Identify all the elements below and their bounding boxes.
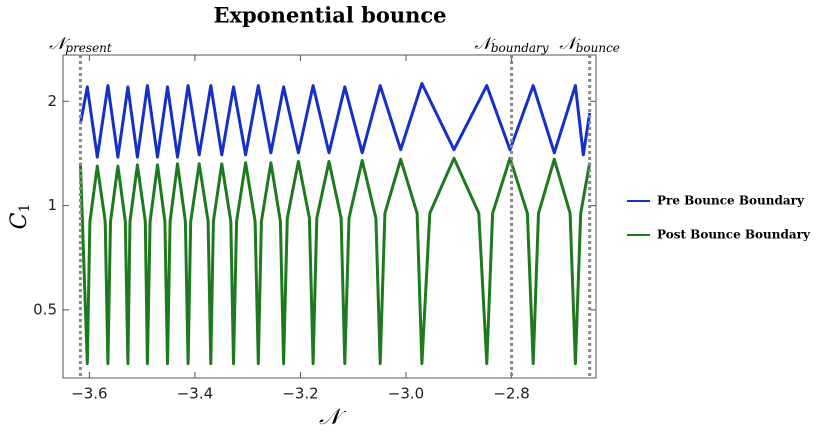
series-line xyxy=(78,82,592,159)
x-tick-label: −3.4 xyxy=(177,385,213,403)
chart-title: Exponential bounce xyxy=(213,3,446,28)
y-tick-label: 2 xyxy=(47,92,57,110)
plot-frame xyxy=(62,54,597,379)
annotation-label: 𝒩boundary xyxy=(475,34,549,55)
x-axis-label: 𝒩 xyxy=(319,405,347,430)
x-tick-label: −3.2 xyxy=(282,385,318,403)
x-tick-label: −3.0 xyxy=(388,385,424,403)
annotation-label: 𝒩bounce xyxy=(559,34,619,55)
annotation-subscript: boundary xyxy=(491,41,549,55)
annotation-subscript: bounce xyxy=(576,41,620,55)
annotation-label: 𝒩present xyxy=(49,34,112,55)
x-tick-label: −2.8 xyxy=(493,385,529,403)
legend-label: Pre Bounce Boundary xyxy=(657,194,805,208)
y-tick-label: 0.5 xyxy=(33,300,57,318)
x-tick-label: −3.6 xyxy=(71,385,107,403)
y-axis-symbol: C xyxy=(7,212,32,229)
series-line xyxy=(78,156,592,366)
y-axis-subscript: 1 xyxy=(17,204,33,213)
y-axis-label: C1 xyxy=(7,204,33,230)
annotation-subscript: present xyxy=(65,41,112,55)
legend-label: Post Bounce Boundary xyxy=(657,228,811,242)
y-tick-label: 1 xyxy=(47,196,57,214)
